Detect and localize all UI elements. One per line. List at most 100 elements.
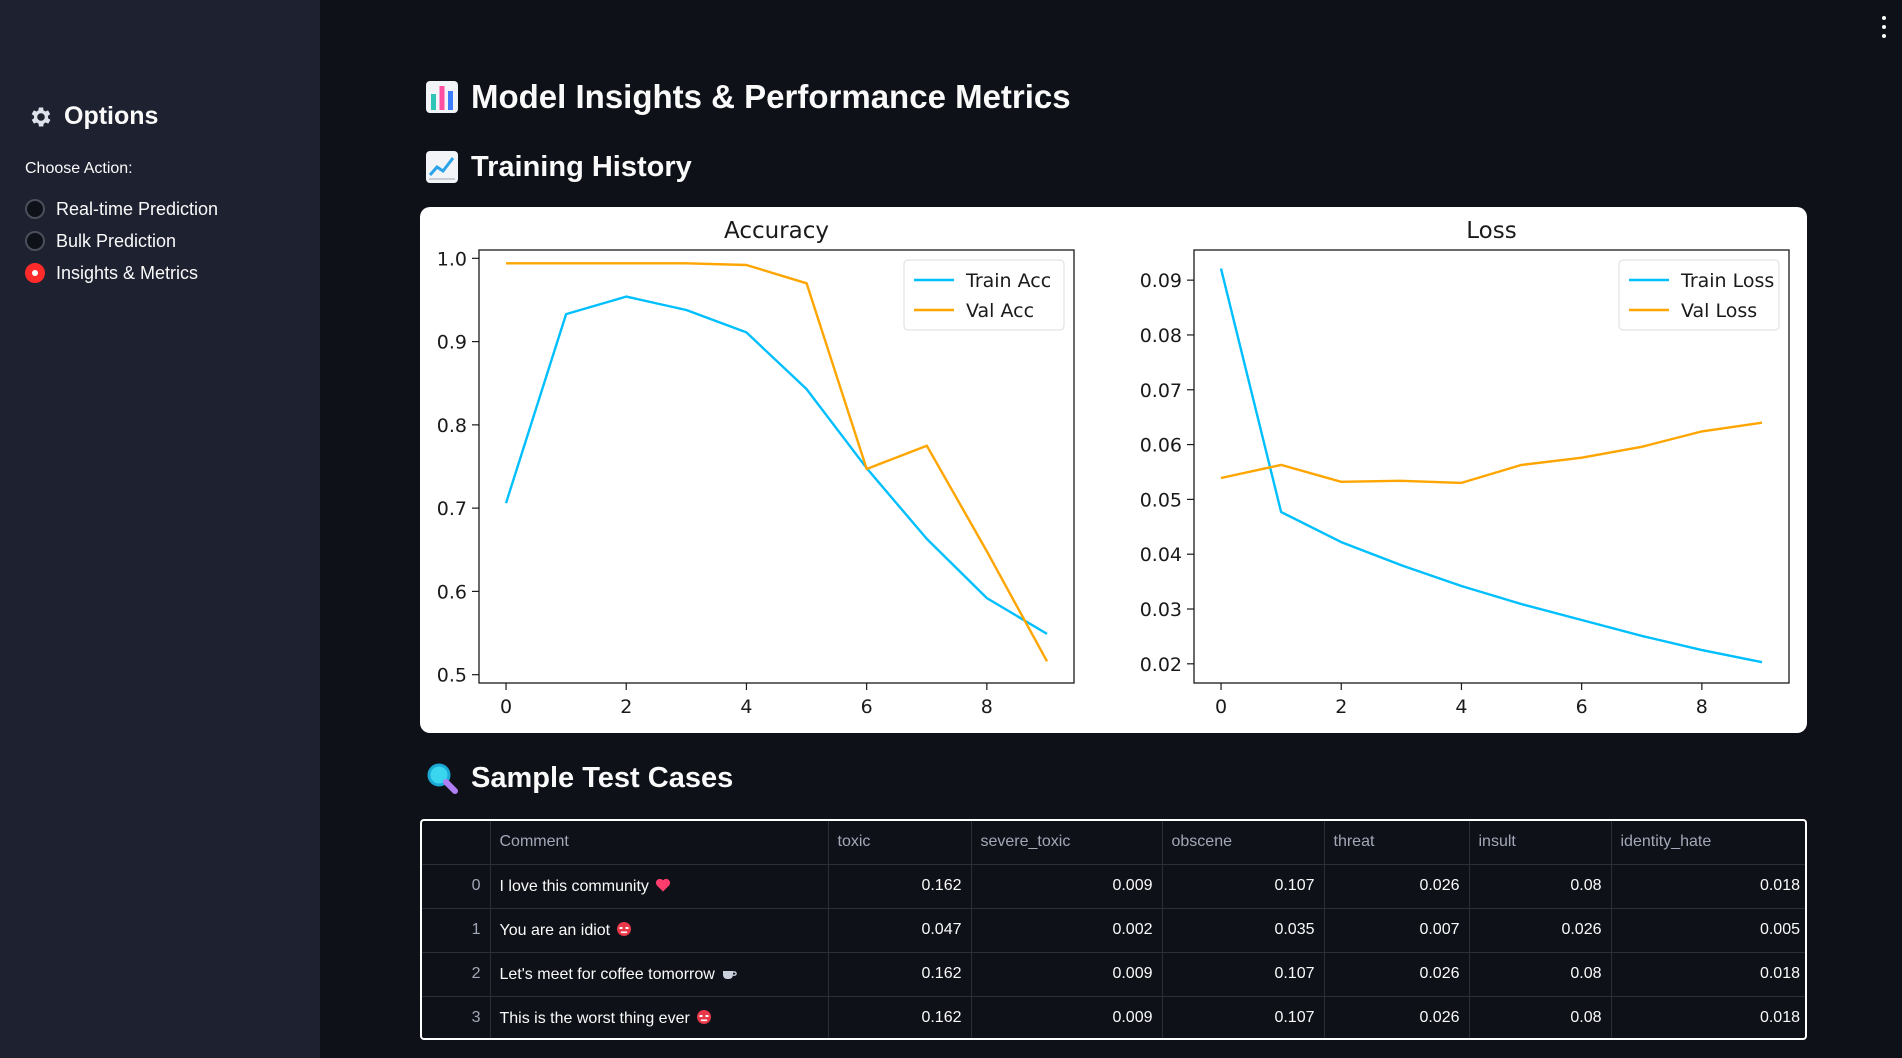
page-title: Model Insights & Performance Metrics — [425, 78, 1071, 116]
loss-series-line-train — [1219, 268, 1763, 664]
radio-circle-icon[interactable] — [25, 199, 45, 219]
identity-hate-cell[interactable]: 0.018 — [1611, 952, 1805, 997]
action-radio-group: Real-time Prediction Bulk Prediction Ins… — [25, 193, 218, 289]
comment-text: This is the worst thing ever — [499, 1009, 690, 1027]
loss-y-tick-label: 0.05 — [1140, 489, 1182, 511]
column-header-comment[interactable]: Comment — [490, 821, 829, 865]
sample-test-table[interactable]: Comment toxic severe_toxic obscene threa… — [420, 819, 1807, 1040]
comment-cell[interactable]: This is the worst thing ever — [490, 996, 829, 1038]
insult-cell[interactable]: 0.08 — [1469, 996, 1612, 1038]
accuracy-x-tick-label: 4 — [740, 696, 752, 718]
obscene-cell[interactable]: 0.107 — [1162, 952, 1325, 997]
severe-toxic-cell[interactable]: 0.009 — [971, 952, 1163, 997]
sidebar-title-text: Options — [64, 102, 159, 130]
training-history-chart: Accuracy 0.5 0.6 0.7 0.8 0.9 1.0 0 2 4 6 8 Train Acc… — [420, 207, 1807, 733]
radio-circle-icon[interactable] — [25, 231, 45, 251]
accuracy-legend-label: Train Acc — [965, 270, 1051, 292]
comment-text: Let's meet for coffee tomorrow — [499, 965, 715, 983]
loss-x-tick-label: 6 — [1576, 696, 1588, 718]
threat-cell[interactable]: 0.026 — [1324, 864, 1470, 909]
coffee-icon — [722, 970, 737, 979]
insult-cell[interactable]: 0.08 — [1469, 864, 1612, 909]
column-header-severe-toxic[interactable]: severe_toxic — [971, 821, 1163, 865]
identity-hate-cell[interactable]: 0.018 — [1611, 864, 1805, 909]
choose-action-label: Choose Action: — [25, 160, 133, 177]
loss-y-tick-label: 0.03 — [1140, 599, 1182, 621]
obscene-cell[interactable]: 0.107 — [1162, 996, 1325, 1038]
loss-x-tick-label: 2 — [1335, 696, 1347, 718]
obscene-cell[interactable]: 0.107 — [1162, 864, 1325, 909]
column-header-toxic[interactable]: toxic — [828, 821, 972, 865]
column-header-identity-hate[interactable]: identity_hate — [1611, 821, 1805, 865]
loss-y-tick-label: 0.06 — [1140, 435, 1182, 457]
column-header-insult[interactable]: insult — [1469, 821, 1612, 865]
chart-increasing-icon — [426, 151, 458, 183]
radio-bulk-prediction[interactable]: Bulk Prediction — [25, 225, 218, 257]
training-charts-svg: Accuracy 0.5 0.6 0.7 0.8 0.9 1.0 0 2 4 6 8 Train Acc… — [437, 218, 1790, 718]
table-row[interactable]: 1 You are an idiot 0.047 0.002 0.035 0.0… — [422, 908, 1805, 953]
column-header-threat[interactable]: threat — [1324, 821, 1470, 865]
insult-cell[interactable]: 0.08 — [1469, 952, 1612, 997]
identity-hate-cell[interactable]: 0.018 — [1759, 1009, 1800, 1027]
accuracy-x-tick-label: 8 — [981, 696, 993, 718]
toxic-cell[interactable]: 0.047 — [828, 908, 972, 953]
magnifying-glass-icon — [427, 763, 458, 794]
loss-x-tick-label: 4 — [1455, 696, 1467, 718]
accuracy-legend-label: Val Acc — [966, 300, 1034, 322]
severe-toxic-cell[interactable]: 0.002 — [971, 908, 1163, 953]
main-menu-button[interactable] — [1880, 16, 1888, 38]
accuracy-series-line-train — [504, 295, 1048, 635]
table-row[interactable]: 0 I love this community 0.162 0.009 0.10… — [422, 864, 1805, 909]
severe-toxic-cell[interactable]: 0.009 — [971, 864, 1163, 909]
radio-selected-icon[interactable] — [25, 263, 45, 283]
loss-x-tick-label: 0 — [1215, 696, 1227, 718]
radio-real-time-prediction[interactable]: Real-time Prediction — [25, 193, 218, 225]
threat-cell[interactable]: 0.007 — [1324, 908, 1470, 953]
identity-hate-cell[interactable]: 0.005 — [1611, 908, 1805, 953]
table-row[interactable]: 3 This is the worst thing ever 0.162 0.0… — [422, 996, 1805, 1038]
radio-label[interactable]: Real-time Prediction — [56, 198, 219, 219]
accuracy-chart-title: Accuracy — [724, 218, 829, 244]
sample-test-cases-text: Sample Test Cases — [471, 761, 734, 794]
angry-face-icon — [696, 1009, 711, 1024]
page-title-text: Model Insights & Performance Metrics — [471, 78, 1071, 115]
comment-text: I love this community — [499, 877, 649, 895]
accuracy-y-tick-label: 0.8 — [437, 415, 467, 437]
angry-face-icon — [617, 921, 632, 936]
accuracy-y-tick-label: 0.5 — [437, 665, 467, 687]
toxic-cell[interactable]: 0.162 — [828, 996, 972, 1038]
accuracy-legend-box — [903, 259, 1065, 331]
loss-plot-frame — [1193, 249, 1790, 684]
radio-label[interactable]: Insights & Metrics — [56, 262, 199, 283]
threat-cell[interactable]: 0.026 — [1324, 996, 1470, 1038]
menu-dot — [1882, 34, 1886, 38]
threat-cell[interactable]: 0.026 — [1324, 952, 1470, 997]
training-history-text: Training History — [471, 150, 692, 183]
loss-y-tick-label: 0.02 — [1140, 654, 1182, 676]
row-index: 2 — [422, 952, 491, 997]
comment-cell[interactable]: Let's meet for coffee tomorrow — [490, 952, 829, 997]
menu-dot — [1882, 25, 1886, 29]
severe-toxic-cell[interactable]: 0.009 — [971, 996, 1163, 1038]
row-index: 1 — [422, 908, 491, 953]
loss-chart-title: Loss — [1466, 218, 1516, 244]
accuracy-y-tick-label: 1.0 — [437, 248, 467, 270]
comment-cell[interactable]: You are an idiot — [490, 908, 829, 953]
insult-cell[interactable]: 0.026 — [1469, 908, 1612, 953]
column-header-index[interactable] — [422, 821, 491, 865]
toxic-cell[interactable]: 0.162 — [828, 864, 972, 909]
table-row[interactable]: 2 Let's meet for coffee tomorrow 0.162 0… — [422, 952, 1805, 997]
radio-insights-metrics[interactable]: Insights & Metrics — [25, 257, 218, 289]
accuracy-y-tick-label: 0.7 — [437, 498, 467, 520]
toxic-cell[interactable]: 0.162 — [828, 952, 972, 997]
accuracy-series-line-val — [506, 262, 1049, 662]
accuracy-x-tick-label: 2 — [620, 696, 632, 718]
sidebar: Options Choose Action: Real-time Predict… — [0, 0, 320, 1058]
comment-cell[interactable]: I love this community — [490, 864, 829, 909]
bar-chart-icon — [426, 81, 458, 113]
obscene-cell[interactable]: 0.035 — [1162, 908, 1325, 953]
column-header-obscene[interactable]: obscene — [1162, 821, 1325, 865]
radio-label[interactable]: Bulk Prediction — [56, 230, 177, 251]
menu-dot — [1882, 16, 1886, 20]
comment-text: You are an idiot — [499, 921, 611, 939]
